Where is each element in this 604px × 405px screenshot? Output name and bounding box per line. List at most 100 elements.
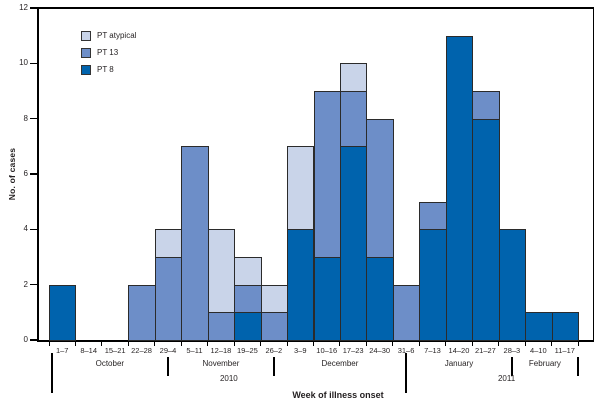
x-axis-tick xyxy=(127,342,129,346)
y-axis-tick xyxy=(30,7,37,9)
legend-label: PT atypical xyxy=(97,31,137,40)
week-label: 19–25 xyxy=(236,346,258,355)
x-axis-tick xyxy=(551,342,553,346)
legend-label: PT 13 xyxy=(97,48,119,57)
y-axis-tick xyxy=(30,283,37,286)
x-axis-tick xyxy=(365,342,367,346)
bar-segment-pt-8 xyxy=(551,312,579,341)
x-axis-tick xyxy=(74,342,76,346)
week-label: 8–14 xyxy=(80,346,98,355)
week-label: 26–2 xyxy=(265,346,283,355)
y-axis-tick xyxy=(30,339,37,341)
bar-segment-pt-8 xyxy=(525,312,553,341)
y-tick-label: 2 xyxy=(23,279,28,289)
week-label: 1–7 xyxy=(55,346,69,355)
y-tick-label: 6 xyxy=(23,169,28,178)
x-axis-tick xyxy=(445,342,447,346)
month-separator xyxy=(511,357,513,376)
week-label: 7–13 xyxy=(424,346,441,355)
week-label: 11–17 xyxy=(554,346,575,355)
week-label: 5–11 xyxy=(186,346,203,355)
x-axis-tick xyxy=(313,342,314,346)
legend-swatch-pt-13 xyxy=(81,48,91,58)
bar-segment-pt-atypical xyxy=(339,63,368,92)
x-axis-tick xyxy=(577,342,579,346)
week-label: 4–10 xyxy=(529,346,547,355)
x-axis-title: Week of illness onset xyxy=(292,390,384,400)
bar-segment-pt-13 xyxy=(128,284,156,341)
x-axis-tick xyxy=(498,342,500,346)
y-axis-tick xyxy=(30,62,37,65)
month-label: January xyxy=(444,359,474,368)
week-label: 3–9 xyxy=(294,346,307,355)
week-label: 14–20 xyxy=(448,346,470,355)
week-label: 12–18 xyxy=(210,346,232,355)
year-label: 2010 xyxy=(219,374,238,383)
x-axis-tick xyxy=(260,342,262,346)
week-label: 21–27 xyxy=(474,346,496,355)
week-label: 31–6 xyxy=(397,346,415,355)
x-axis-line xyxy=(37,340,594,342)
week-label: 28–3 xyxy=(503,346,521,355)
year-label: 2011 xyxy=(497,374,516,383)
month-separator xyxy=(51,353,53,393)
plot-frame-right xyxy=(593,7,594,342)
y-tick-label: 8 xyxy=(23,113,28,123)
week-label: 22–28 xyxy=(131,346,152,355)
week-label: 29–4 xyxy=(159,346,177,355)
bar-segment-pt-atypical xyxy=(234,257,262,286)
bar-segment-pt-8 xyxy=(339,146,368,341)
y-axis-tick xyxy=(30,173,37,175)
month-label: February xyxy=(528,359,561,368)
bar-segment-pt-atypical xyxy=(207,229,236,314)
y-tick-label: 12 xyxy=(19,3,28,12)
month-label: October xyxy=(95,359,125,368)
legend-label: PT 8 xyxy=(97,65,114,74)
bar-segment-pt-13 xyxy=(366,118,394,258)
month-label: December xyxy=(321,359,359,368)
month-separator xyxy=(167,357,169,376)
x-axis-tick xyxy=(339,342,341,346)
legend-swatch-pt-8 xyxy=(81,65,91,75)
y-tick-label: 4 xyxy=(23,224,28,234)
y-axis-tick xyxy=(30,117,37,120)
bar-segment-pt-atypical xyxy=(260,284,289,314)
y-tick-label: 0 xyxy=(23,335,28,344)
x-axis-tick xyxy=(101,342,103,346)
x-axis-tick xyxy=(180,342,182,346)
month-label: November xyxy=(202,359,240,368)
week-label: 15–21 xyxy=(104,346,126,355)
month-separator xyxy=(405,353,407,393)
x-axis-tick xyxy=(392,342,394,346)
bar-segment-pt-8 xyxy=(49,284,77,341)
x-axis-tick xyxy=(48,342,50,346)
bar-segment-pt-13 xyxy=(339,91,368,148)
bar-segment-pt-atypical xyxy=(154,229,183,258)
y-tick-label: 10 xyxy=(19,58,28,68)
legend-swatch-pt-atypical xyxy=(81,31,91,41)
bar-segment-pt-13 xyxy=(260,312,289,341)
bar-segment-pt-13 xyxy=(392,284,421,341)
x-axis-tick xyxy=(207,342,209,346)
bar-segment-pt-8 xyxy=(498,229,527,341)
week-label: 24–30 xyxy=(369,346,391,355)
x-axis-tick xyxy=(471,342,473,346)
bar-segment-pt-13 xyxy=(472,91,500,120)
x-axis-tick xyxy=(524,342,526,346)
week-label: 10–16 xyxy=(316,346,338,355)
week-label: 17–23 xyxy=(342,346,364,355)
bar-segment-pt-8 xyxy=(366,257,394,341)
x-axis-tick xyxy=(286,342,288,346)
plot-frame-left xyxy=(37,7,39,342)
x-axis-tick xyxy=(418,342,420,346)
x-axis-tick xyxy=(154,342,156,346)
x-axis-tick xyxy=(233,342,235,346)
month-separator xyxy=(577,357,579,376)
y-axis-tick xyxy=(30,228,37,231)
bar-segment-pt-13 xyxy=(181,146,209,341)
plot-frame-top xyxy=(37,7,594,9)
month-separator xyxy=(273,357,275,376)
